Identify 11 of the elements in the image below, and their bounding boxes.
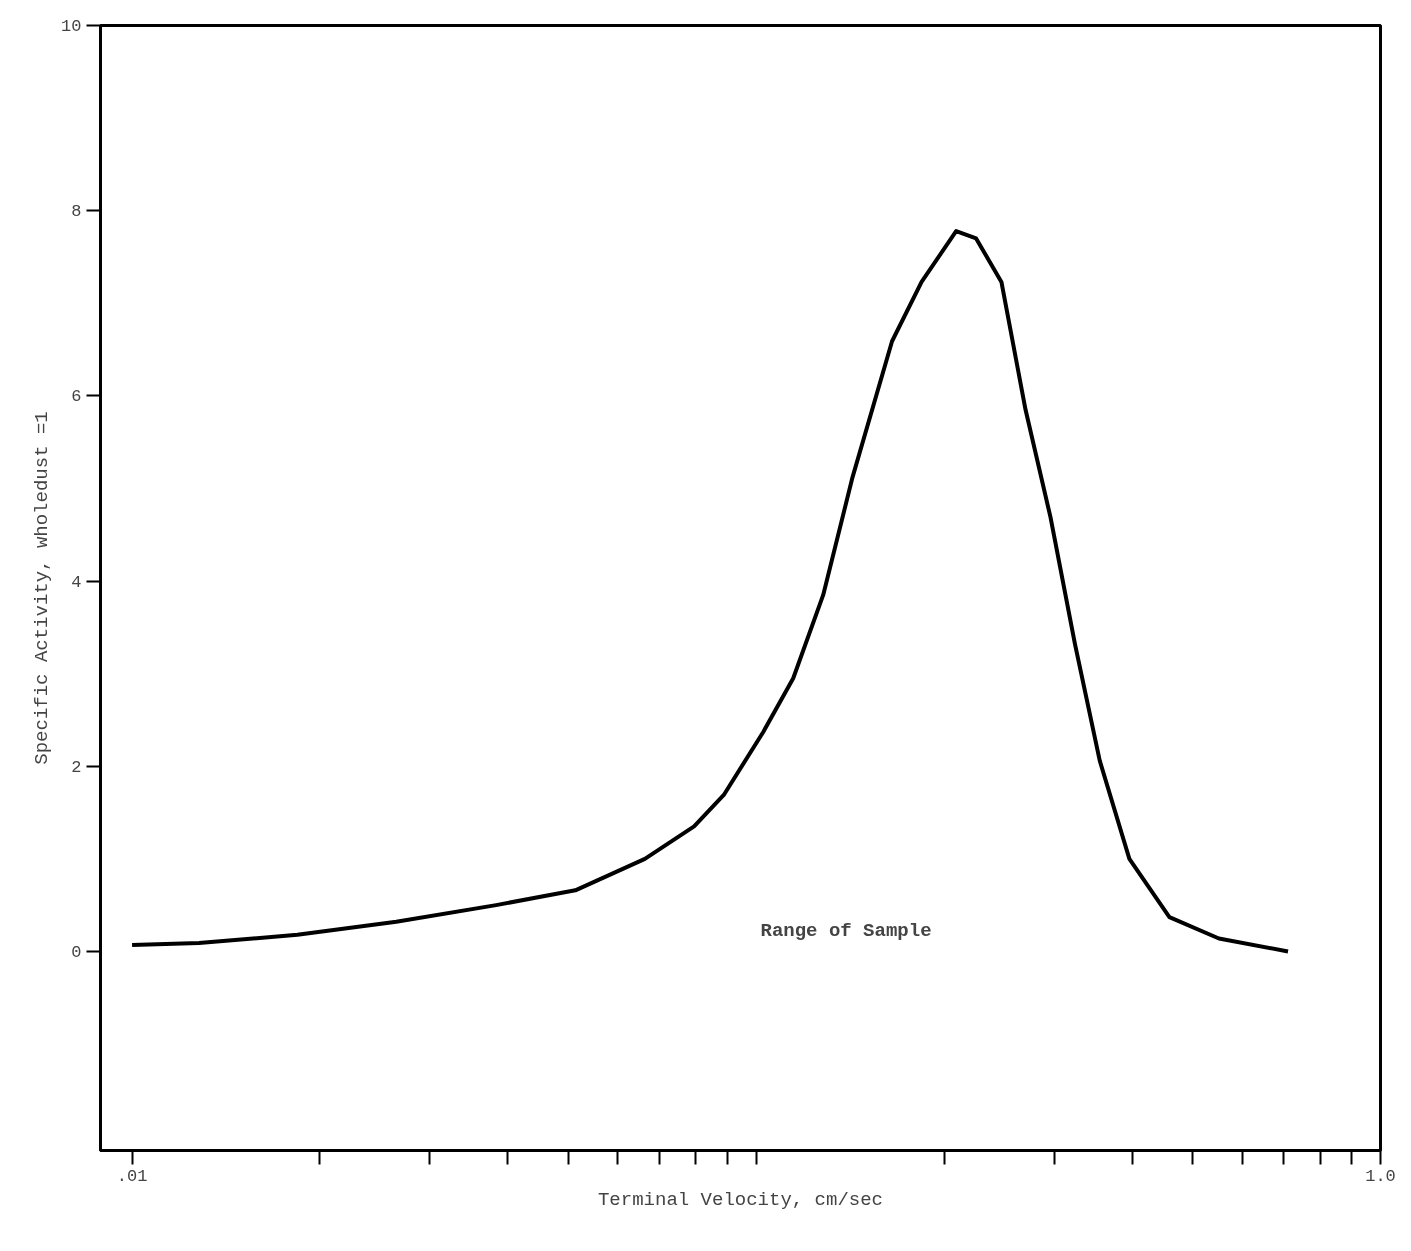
y-tick-label: 0 xyxy=(71,942,82,962)
y-tick-label: 10 xyxy=(61,17,82,36)
y-axis-title: Specific Activity, wholedust =1 xyxy=(31,411,54,765)
y-tick-label: 2 xyxy=(71,757,82,777)
x-tick-label: 1.0 xyxy=(1365,1166,1396,1186)
y-tick-label: 6 xyxy=(71,387,82,407)
y-tick-label: 4 xyxy=(71,572,82,592)
annotation: Range of Sample xyxy=(760,919,932,942)
y-tick-label: 8 xyxy=(71,202,82,222)
x-tick-label: .01 xyxy=(116,1166,148,1186)
x-axis-title: Terminal Velocity, cm/sec xyxy=(597,1188,884,1211)
